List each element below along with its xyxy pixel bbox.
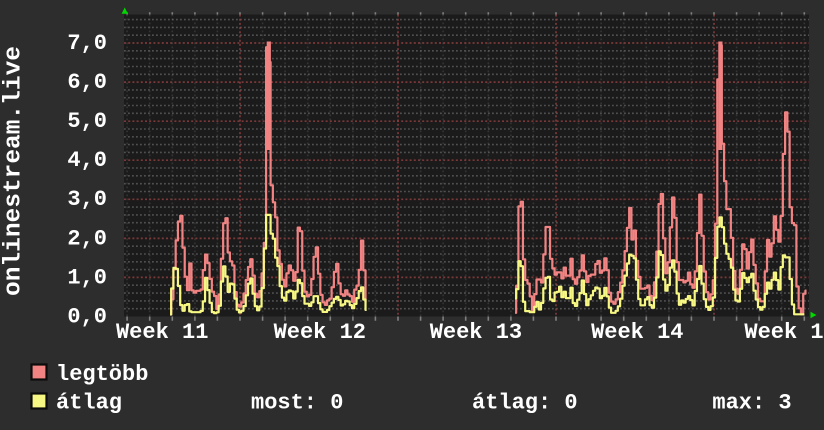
svg-text:1,0: 1,0 xyxy=(67,265,107,290)
svg-text:2,0: 2,0 xyxy=(67,226,107,251)
svg-text:max: 3: max: 3 xyxy=(712,391,791,416)
svg-text:7,0: 7,0 xyxy=(67,31,107,56)
svg-text:0,0: 0,0 xyxy=(67,304,107,329)
svg-text:Week 12: Week 12 xyxy=(274,320,366,345)
svg-text:Week 14: Week 14 xyxy=(591,320,683,345)
svg-text:6,0: 6,0 xyxy=(67,70,107,95)
svg-text:Week 11: Week 11 xyxy=(116,320,208,345)
svg-text:átlag: átlag xyxy=(56,391,122,416)
svg-text:5,0: 5,0 xyxy=(67,109,107,134)
svg-text:most: 0: most: 0 xyxy=(251,391,343,416)
svg-text:3,0: 3,0 xyxy=(67,187,107,212)
svg-text:onlinestream.live: onlinestream.live xyxy=(1,46,28,296)
svg-text:Week 13: Week 13 xyxy=(430,320,522,345)
svg-text:legtöbb: legtöbb xyxy=(56,362,148,387)
svg-text:Week 15: Week 15 xyxy=(744,320,824,345)
svg-text:átlag: 0: átlag: 0 xyxy=(472,391,578,416)
svg-text:4,0: 4,0 xyxy=(67,148,107,173)
